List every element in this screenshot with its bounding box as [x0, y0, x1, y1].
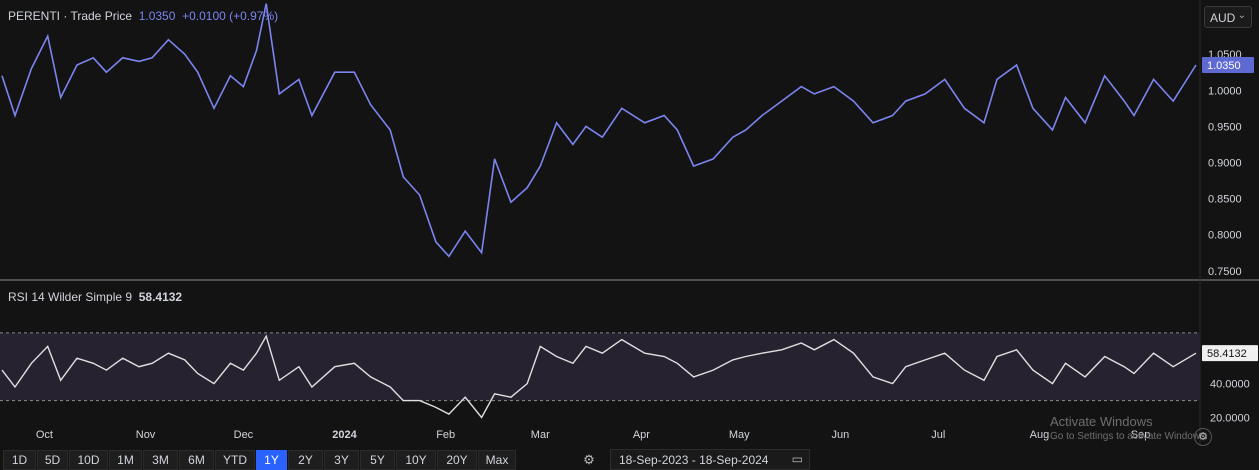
calendar-icon[interactable]: ▭ — [791, 452, 803, 466]
rsi-value-badge-label: 58.4132 — [1207, 348, 1247, 360]
range-button-20y[interactable]: 20Y — [437, 450, 477, 470]
x-tick-label: Nov — [136, 429, 156, 441]
currency-select[interactable]: AUD ⌄ — [1204, 6, 1252, 28]
price-tick-label: 1.0000 — [1208, 85, 1242, 97]
activate-windows-text: Go to Settings to activate Windows. — [1050, 431, 1208, 442]
range-button-3m[interactable]: 3M — [143, 450, 178, 470]
rsi-series-line — [1, 334, 1197, 419]
range-button-5d[interactable]: 5D — [37, 450, 68, 470]
rsi-value: 58.4132 — [138, 290, 183, 304]
range-button-1d[interactable]: 1D — [3, 450, 36, 470]
rsi-tick-label: 40.0000 — [1210, 379, 1250, 391]
last-price-badge — [1202, 56, 1254, 73]
x-tick-label: May — [729, 429, 750, 441]
x-tick-label: Dec — [234, 429, 254, 441]
x-tick-label: Mar — [531, 429, 550, 441]
range-button-3y[interactable]: 3Y — [324, 450, 359, 470]
range-button-max[interactable]: Max — [478, 450, 516, 470]
last-price: 1.0350 — [138, 9, 176, 23]
currency-value: AUD — [1210, 11, 1236, 25]
chevron-down-icon: ⌄ — [1237, 10, 1246, 21]
rsi-label: RSI 14 Wilder Simple 9 — [8, 290, 133, 304]
gear-icon[interactable]: ⚙ — [583, 452, 595, 467]
activate-windows-title: Activate Windows — [1050, 414, 1153, 429]
x-tick-label: Jul — [931, 429, 945, 441]
x-tick-label: Jun — [832, 429, 850, 441]
x-tick-label: Sep — [1131, 429, 1151, 441]
price-tick-label: 0.8500 — [1208, 194, 1242, 206]
range-button-ytd[interactable]: YTD — [215, 450, 255, 470]
x-tick-label: Aug — [1030, 429, 1050, 441]
range-button-10d[interactable]: 10D — [69, 450, 108, 470]
rsi-legend: RSI 14 Wilder Simple 9 58.4132 — [8, 290, 182, 304]
price-tick-label: 0.7500 — [1208, 266, 1242, 278]
date-range-picker[interactable]: 18-Sep-2023 - 18-Sep-2024 ▭ — [610, 449, 810, 470]
x-tick-label: Oct — [36, 429, 53, 441]
date-to: 18-Sep-2024 — [699, 453, 769, 467]
x-tick-label: 2024 — [332, 429, 357, 441]
range-button-1y[interactable]: 1Y — [256, 450, 287, 470]
price-legend: PERENTI · Trade Price 1.0350 +0.0100 (+0… — [8, 9, 278, 23]
rsi-value-badge — [1202, 345, 1258, 362]
range-button-6m[interactable]: 6M — [179, 450, 214, 470]
range-button-1m[interactable]: 1M — [109, 450, 142, 470]
range-button-5y[interactable]: 5Y — [360, 450, 395, 470]
range-button-2y[interactable]: 2Y — [288, 450, 323, 470]
range-button-10y[interactable]: 10Y — [396, 450, 436, 470]
chart-settings-icon[interactable]: ⚙ — [1194, 428, 1212, 446]
x-tick-label: Feb — [436, 429, 455, 441]
last-price-badge-label: 1.0350 — [1207, 60, 1241, 72]
date-from: 18-Sep-2023 — [619, 453, 689, 467]
x-tick-label: Apr — [633, 429, 650, 441]
price-change: +0.0100 (+0.97%) — [182, 9, 279, 23]
rsi-band — [0, 332, 1200, 401]
rsi-tick-label: 20.0000 — [1210, 413, 1250, 425]
price-tick-label: 0.9000 — [1208, 157, 1242, 169]
date-sep: - — [691, 453, 696, 467]
symbol-label: PERENTI · Trade Price — [8, 9, 133, 23]
price-tick-label: 0.9500 — [1208, 121, 1242, 133]
price-tick-label: 0.8000 — [1208, 230, 1242, 242]
price-series-line — [1, 3, 1197, 258]
